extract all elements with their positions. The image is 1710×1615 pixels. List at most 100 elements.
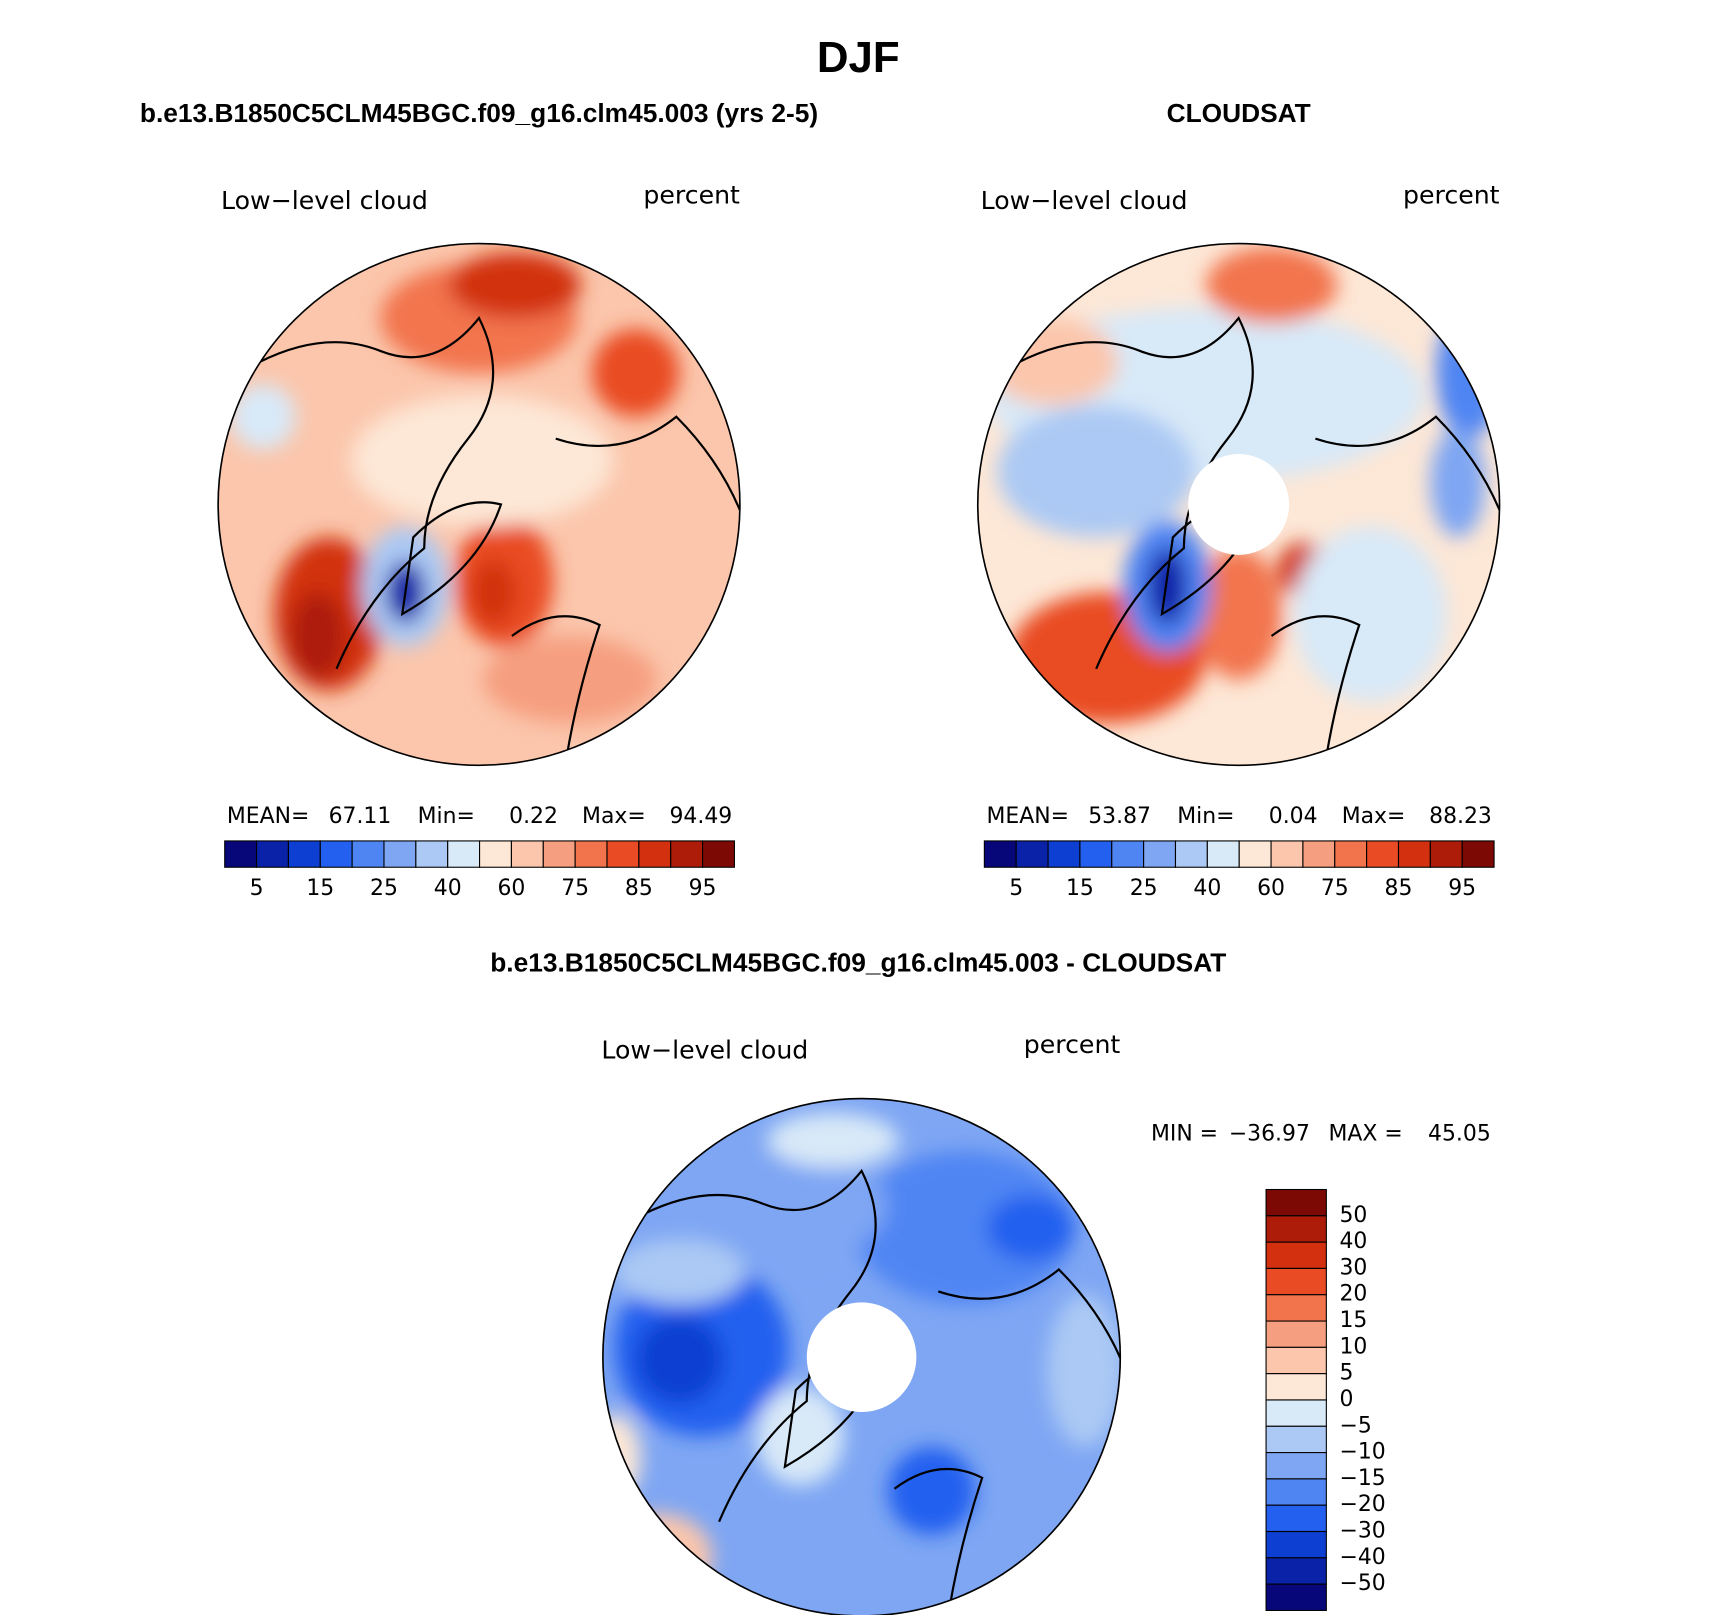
right-label: percent [1403,180,1500,209]
colorbar-label: 25 [1130,876,1158,901]
colorbar-box [1143,840,1177,868]
colorbar-box [1265,1373,1327,1401]
colorbar-box [1265,1478,1327,1506]
colorbar-label: 75 [561,876,589,901]
colorbar-box [1461,840,1495,868]
cloud-region [471,559,516,625]
coastline [259,316,740,757]
cloud-region [591,329,680,417]
cloud-region [482,635,658,724]
cloud-region [290,592,346,680]
colorbar-label: 20 [1340,1282,1368,1307]
cloud-region [1430,427,1486,538]
colorbar-box [1079,840,1113,868]
colorbar-box [1270,840,1304,868]
colorbar-box [606,840,640,868]
colorbar-box [1265,1241,1327,1269]
colorbar-label: 30 [1340,1255,1368,1280]
colorbar-box [1265,1320,1327,1348]
colorbar-box [1265,1267,1327,1296]
colorbar-label: −15 [1340,1466,1386,1491]
left-label: Low−level cloud [981,186,1188,215]
colorbar-label: −50 [1340,1571,1386,1596]
panel-title: b.e13.B1850C5CLM45BGC.f09_g16.clm45.003 … [140,98,818,128]
colorbar-label: 85 [1385,876,1413,901]
colorbar-label: 60 [1257,876,1285,901]
colorbar-box [983,840,1017,868]
colorbar-box [415,840,449,868]
colorbar-box [1265,1346,1327,1375]
colorbar-box [383,840,417,868]
colorbar-box [1397,840,1431,868]
cloud-region [635,1315,724,1404]
missing-data [806,1302,917,1413]
colorbar-box [224,840,258,868]
cloud-region [1435,307,1500,439]
stat-value: 45.05 [1428,1122,1491,1147]
cloud-region [756,1386,845,1486]
left-label: Low−level cloud [221,186,428,215]
cloud-region [690,1151,888,1261]
stat-value: 88.23 [1429,804,1492,829]
colorbar-box [1265,1530,1327,1559]
colorbar-box [1265,1188,1327,1217]
colorbar-box [702,840,735,868]
colorbar-label: −40 [1340,1545,1386,1570]
right-label: percent [1024,1030,1121,1059]
left-label: Low−level cloud [601,1035,808,1064]
colorbar-box [1265,1425,1327,1454]
stat-label: MIN = [1151,1122,1218,1147]
colorbar-box [670,840,704,868]
colorbar-label: 10 [1340,1334,1368,1359]
colorbar-label: 15 [306,876,334,901]
colorbar-label: 5 [1340,1361,1354,1386]
colorbar-box [351,840,385,868]
colorbar-box [510,840,544,868]
colorbar-label: −5 [1340,1413,1372,1438]
cloud-region [986,1194,1075,1261]
colorbar-label: 25 [370,876,398,901]
colorbar-box [1174,840,1208,868]
colorbar-box [319,840,353,868]
colorbar-label: 5 [250,876,264,901]
colorbar-box [287,840,321,868]
right-label: percent [643,180,740,209]
cloud-region [997,405,1195,538]
colorbar-label: −30 [1340,1519,1386,1544]
stat-value: 67.11 [329,804,392,829]
colorbar-box [256,840,289,868]
colorbar-box [1206,840,1240,868]
stat-label: Max= [1342,804,1406,829]
figure-title: DJF [817,33,900,82]
cloud-region [1194,548,1283,680]
colorbar-box [1111,840,1145,868]
colorbar-label: 0 [1340,1387,1354,1412]
colorbar-box [574,840,608,868]
colorbar-box [1265,1557,1327,1585]
colorbar-box [1265,1452,1327,1480]
colorbar-label: 95 [689,876,717,901]
stat-label: MEAN= [227,804,309,829]
colorbar-label: 50 [1340,1203,1368,1228]
map-border [217,242,741,767]
colorbar-label: 40 [1193,876,1221,901]
colorbar-box [1265,1583,1327,1611]
cloud-region [855,1151,1075,1305]
colorbar-box [1265,1504,1327,1533]
stat-value: 0.22 [509,804,558,829]
cloud-region [613,1238,746,1305]
cloud-region [602,1414,642,1502]
stat-label: Max= [582,804,646,829]
stat-value: 94.49 [670,804,733,829]
cloud-region [1147,548,1188,625]
map-border [602,1097,1122,1615]
polar-map [977,243,1500,766]
colorbar-box [1429,840,1463,868]
colorbar-box [447,840,481,868]
cloud-region [986,318,1119,406]
colorbar-box [1047,840,1081,868]
cloud-region [350,394,614,527]
cloud-region [1205,246,1338,324]
cloud-region [887,1447,976,1535]
